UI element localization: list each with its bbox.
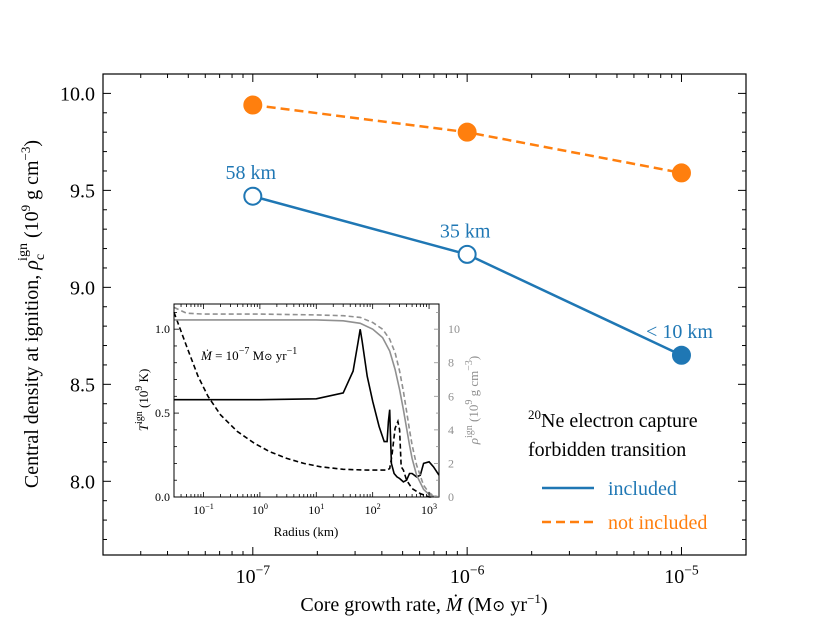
x-tick-label: 10−6: [450, 563, 485, 588]
inset-left-tick-label: 1.0: [155, 322, 170, 336]
inset-right-y-axis-label: ρign (109 g cm−3): [464, 356, 481, 446]
inset-x-axis-label: Radius (km): [274, 524, 339, 539]
data-point-not-included: [671, 163, 691, 183]
inset-x-ticks: 10−1 100 101 102 103: [173, 304, 437, 517]
x-tick-label: 10−5: [664, 563, 699, 588]
data-point-included: [457, 244, 477, 264]
legend-label-not-included: not included: [608, 512, 707, 534]
inset-left-y-ticks: 0.0 0.5 1.0: [155, 311, 179, 504]
inset-x-tick-label: 10−1: [193, 502, 214, 517]
x-tick-label: 10−7: [236, 563, 271, 588]
inset-x-tick-label: 100: [252, 502, 268, 517]
y-tick-label: 9.0: [70, 277, 95, 299]
inset-right-y-ticks: 0 2 4 6 8 10: [434, 311, 460, 504]
point-label-included: 58 km: [226, 162, 277, 184]
inset-right-tick-label: 4: [448, 423, 454, 437]
main-x-ticks: 10−7 10−6 10−5: [102, 74, 747, 588]
point-label-included: 35 km: [440, 220, 491, 242]
inset-right-tick-label: 2: [448, 456, 454, 470]
point-label-included: < 10 km: [646, 321, 713, 343]
inset-right-tick-label: 0: [448, 490, 454, 504]
inset-left-tick-label: 0.0: [155, 490, 170, 504]
data-point-included: [243, 186, 263, 206]
legend-label-included: included: [608, 478, 677, 500]
inset-left-y-axis-label: Tign (109 K): [134, 369, 151, 432]
main-y-axis-label: Central density at ignition, ρcign (109 …: [16, 140, 48, 488]
inset-left-tick-label: 0.5: [155, 406, 170, 420]
main-point-labels: 58 km 35 km < 10 km: [226, 162, 714, 343]
inset-x-tick-label: 103: [421, 502, 437, 517]
main-chart: 58 km 35 km < 10 km 10−7 10−6 10−5 8.0 8.5 9.0…: [16, 73, 747, 616]
main-series-markers: [243, 95, 691, 365]
inset-right-tick-label: 6: [448, 389, 454, 403]
legend: 20Ne electron capture forbidden transiti…: [528, 407, 707, 534]
main-plot-frame: [102, 73, 747, 556]
y-tick-label: 9.5: [70, 180, 95, 202]
inset-series-lines: [173, 306, 440, 498]
inset-annotation: Ṁ = 10−7 M⊙ yr−1: [200, 346, 297, 363]
inset-line-density-forbidden-transition-included: [174, 319, 440, 498]
inset-chart: 10−1 100 101 102 103 0.0 0.5 1.0 0 2 4 6 8 10 Radiu…: [134, 303, 481, 539]
y-tick-label: 8.0: [70, 471, 95, 493]
data-point-not-included: [457, 122, 477, 142]
legend-title-line1: 20Ne electron capture: [528, 407, 698, 432]
inset-plot-frame: [173, 303, 440, 498]
y-tick-label: 8.5: [70, 374, 95, 396]
data-point-not-included: [243, 95, 263, 115]
inset-x-tick-label: 102: [365, 502, 381, 517]
inset-line-density-forbidden-transition-not-included: [173, 306, 440, 498]
data-point-included: [671, 345, 691, 365]
inset-right-tick-label: 8: [448, 356, 454, 370]
inset-right-tick-label: 10: [448, 322, 460, 336]
inset-line-temperature-forbidden-transition-not-included: [173, 312, 439, 498]
main-x-axis-label: Core growth rate, Ṁ (M⊙ yr−1): [300, 591, 547, 616]
inset-x-tick-label: 101: [308, 502, 324, 517]
main-y-ticks: 8.0 8.5 9.0 9.5 10.0: [60, 83, 746, 540]
y-tick-label: 10.0: [60, 83, 95, 105]
legend-title-line2: forbidden transition: [528, 439, 686, 461]
